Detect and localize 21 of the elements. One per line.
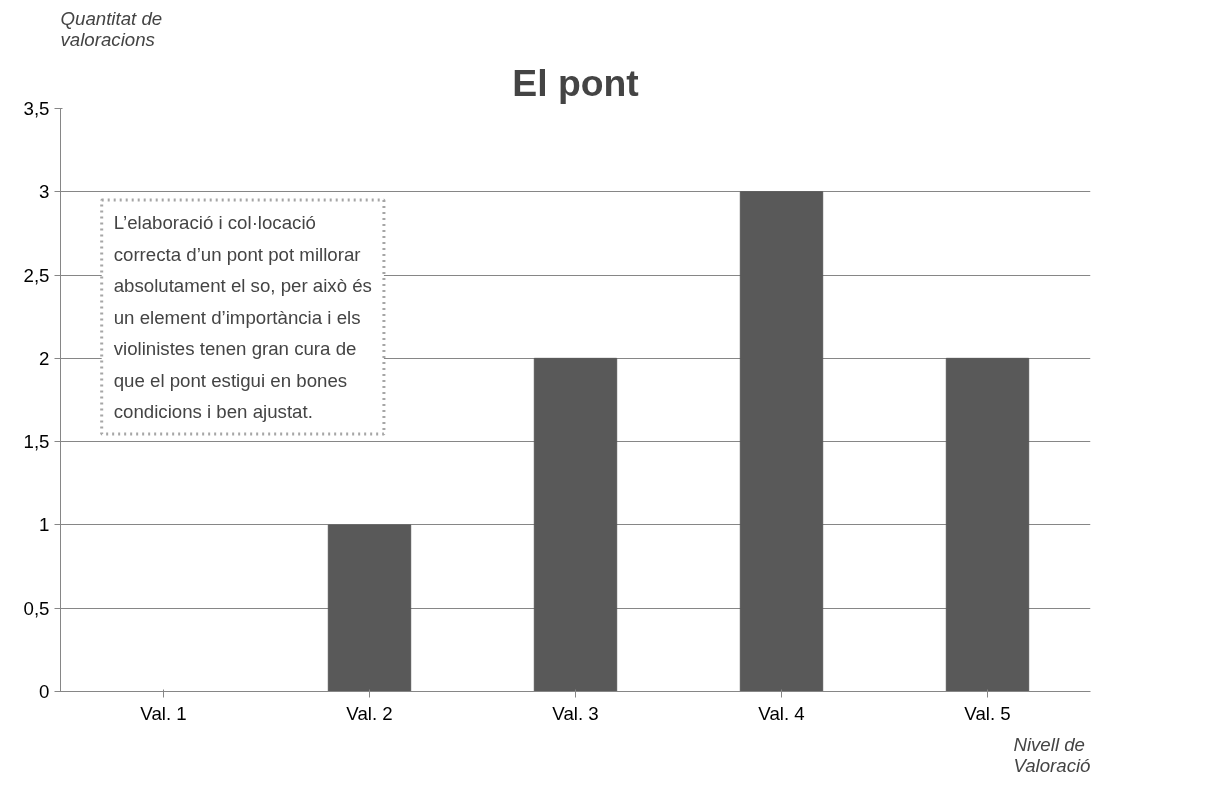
x-tick-label: Val. 2 [346, 702, 393, 724]
bar [533, 357, 618, 692]
x-axis-title: Nivell de Valoració [1013, 733, 1091, 776]
x-tick-label: Val. 4 [758, 702, 805, 724]
chart-title: El pont [512, 61, 639, 104]
y-tick-label: 0 [39, 681, 50, 702]
y-tick-label: 2 [39, 347, 50, 369]
y-axis-title: Quantitat de valoracions [60, 7, 163, 50]
y-tick-label: 1,5 [23, 431, 50, 453]
y-tick-label: 0,5 [23, 597, 50, 619]
bar [945, 357, 1030, 692]
bar [327, 524, 412, 692]
x-tick-label: Val. 1 [140, 702, 187, 724]
x-tick-label: Val. 3 [552, 702, 599, 724]
y-tick-label: 1 [39, 514, 50, 536]
annotation: L’elaboració i col·locació correcta d’un pont pot millorar absolutament el so, per això és un element d’importància i els violinistes tenen gran cura de que el pont estigui en bones condicions i ben ajustat. [113, 212, 372, 423]
y-tick-label: 3,5 [23, 98, 50, 119]
bar [739, 191, 824, 692]
y-tick-label: 3 [39, 181, 50, 203]
y-tick-label: 2,5 [23, 264, 50, 286]
x-tick-label: Val. 5 [964, 702, 1011, 724]
